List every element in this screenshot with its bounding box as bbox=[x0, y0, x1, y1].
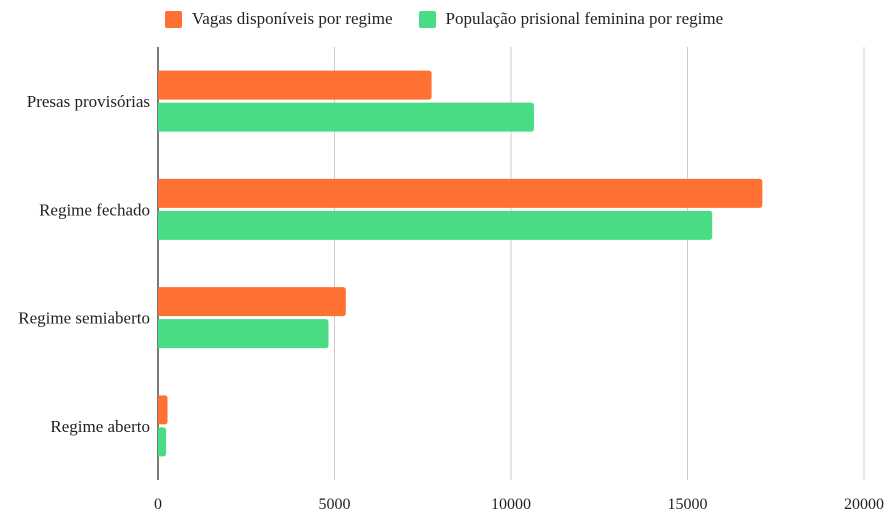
category-label-2: Regime semiaberto bbox=[18, 309, 150, 328]
legend-label-populacao: População prisional feminina por regime bbox=[445, 9, 724, 28]
x-tick-label-20000: 20000 bbox=[844, 496, 884, 513]
legend-item-populacao: População prisional feminina por regime bbox=[418, 9, 724, 29]
bar-series1-3 bbox=[158, 427, 167, 457]
bar-series1-1 bbox=[158, 210, 713, 240]
category-label-0: Presas provisórias bbox=[27, 92, 150, 111]
x-tick-label-10000: 10000 bbox=[491, 496, 531, 513]
legend: Vagas disponíveis por regime População p… bbox=[0, 6, 888, 32]
category-label-1: Regime fechado bbox=[39, 200, 150, 219]
bar-series0-3 bbox=[158, 395, 168, 425]
legend-swatch-vagas bbox=[164, 10, 182, 28]
category-label-3: Regime aberto bbox=[50, 417, 150, 436]
bar-series1-0 bbox=[158, 102, 534, 132]
bar-series0-0 bbox=[158, 70, 432, 100]
legend-swatch-populacao bbox=[418, 10, 436, 28]
x-tick-label-5000: 5000 bbox=[319, 496, 351, 513]
bar-series0-2 bbox=[158, 287, 346, 317]
legend-label-vagas: Vagas disponíveis por regime bbox=[191, 9, 393, 28]
x-tick-label-15000: 15000 bbox=[668, 496, 708, 513]
bar-series1-2 bbox=[158, 319, 329, 349]
legend-item-vagas: Vagas disponíveis por regime bbox=[164, 9, 393, 29]
x-tick-label-0: 0 bbox=[154, 496, 162, 513]
bar-series0-1 bbox=[158, 178, 763, 208]
